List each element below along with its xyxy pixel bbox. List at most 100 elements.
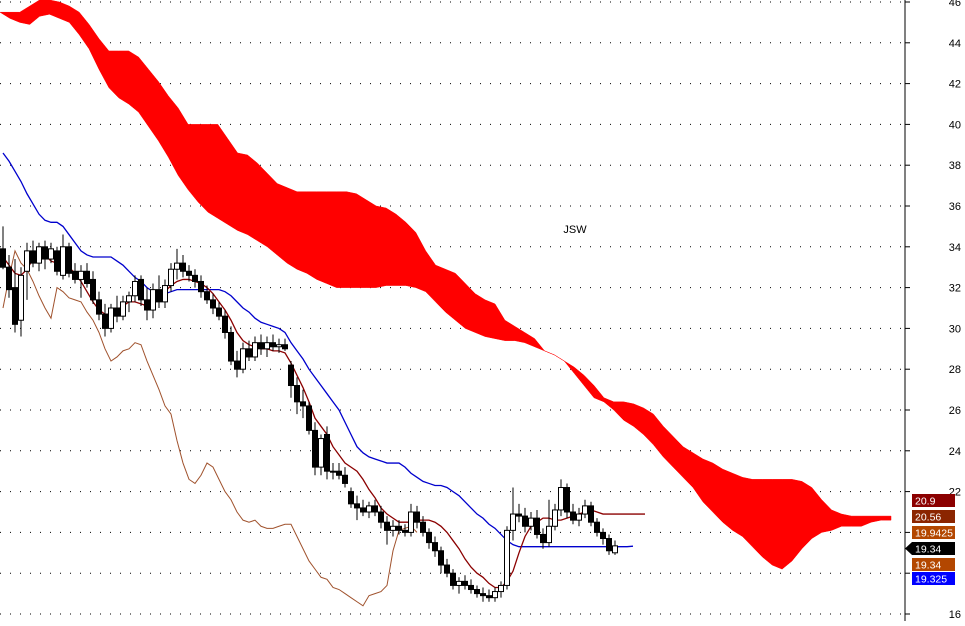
candle bbox=[42, 240, 48, 270]
candle-body bbox=[462, 580, 468, 586]
candle-body bbox=[312, 429, 318, 468]
candle-body bbox=[552, 509, 558, 527]
candle-body bbox=[144, 299, 150, 311]
candle-body bbox=[474, 589, 480, 595]
value-badges: 20.9 20.56 19.9425 19.34 19.34 19.325 bbox=[905, 494, 955, 586]
candle bbox=[60, 234, 66, 280]
candle bbox=[102, 303, 108, 337]
candle-body bbox=[276, 344, 282, 348]
value-badge-label: 19.325 bbox=[915, 574, 947, 586]
candle bbox=[168, 263, 174, 292]
candle-body bbox=[270, 342, 276, 348]
candle bbox=[462, 575, 468, 590]
candle bbox=[48, 242, 54, 264]
candle-body bbox=[48, 248, 54, 260]
candle-body bbox=[318, 438, 324, 468]
candle-body bbox=[126, 295, 132, 303]
chart-title: JSW bbox=[563, 224, 587, 236]
candle bbox=[216, 301, 222, 321]
candle-body bbox=[60, 246, 66, 276]
candle-body bbox=[42, 246, 48, 260]
y-tick-label: 32 bbox=[949, 283, 961, 295]
candle-body bbox=[108, 307, 114, 329]
candle-body bbox=[378, 511, 384, 523]
candle bbox=[558, 479, 564, 517]
candle bbox=[144, 287, 150, 321]
candle-body bbox=[342, 474, 348, 484]
chikou-span-line bbox=[2, 249, 418, 607]
candle bbox=[282, 338, 288, 351]
y-tick-label: 44 bbox=[949, 38, 961, 50]
candle-body bbox=[594, 521, 600, 533]
candle bbox=[96, 291, 102, 321]
candle-body bbox=[522, 515, 528, 527]
candle-body bbox=[564, 487, 570, 513]
candle bbox=[378, 505, 384, 529]
candle bbox=[222, 310, 228, 339]
candle bbox=[540, 528, 546, 549]
candle-body bbox=[252, 342, 258, 358]
candle-body bbox=[456, 580, 462, 586]
candle bbox=[546, 499, 552, 547]
candle-body bbox=[36, 246, 42, 264]
candle-body bbox=[606, 538, 612, 552]
candle-body bbox=[84, 270, 90, 285]
candle-body bbox=[120, 301, 126, 317]
candle-body bbox=[504, 529, 510, 586]
candle bbox=[90, 271, 96, 304]
candle-body bbox=[348, 491, 354, 505]
candle bbox=[588, 501, 594, 527]
candle-body bbox=[330, 470, 336, 473]
value-badge-box bbox=[912, 526, 955, 539]
candle-body bbox=[498, 584, 504, 593]
candle-body bbox=[246, 348, 252, 358]
candle bbox=[186, 265, 192, 282]
candle bbox=[174, 248, 180, 280]
kumo-cloud bbox=[0, 0, 892, 570]
candle bbox=[114, 295, 120, 323]
candle-body bbox=[192, 274, 198, 282]
candle-body bbox=[600, 531, 606, 540]
candle bbox=[30, 240, 36, 268]
candle bbox=[36, 242, 42, 272]
value-badge: 19.34 bbox=[912, 558, 955, 572]
candle bbox=[600, 528, 606, 545]
candle bbox=[372, 499, 378, 517]
candle bbox=[198, 275, 204, 298]
candle-body bbox=[222, 315, 228, 333]
candle-body bbox=[6, 266, 12, 291]
value-badge-box bbox=[912, 558, 955, 571]
candle bbox=[18, 267, 24, 337]
candle-body bbox=[102, 313, 108, 329]
candle-body bbox=[354, 503, 360, 509]
value-badge-label: 19.34 bbox=[915, 544, 941, 556]
candle bbox=[390, 520, 396, 537]
candle bbox=[108, 303, 114, 333]
candle-body bbox=[444, 564, 450, 574]
y-tick-label: 16 bbox=[949, 609, 961, 621]
candle bbox=[420, 516, 426, 537]
value-badge: 20.56 bbox=[912, 510, 955, 524]
candle bbox=[450, 569, 456, 590]
candle bbox=[132, 275, 138, 302]
candle bbox=[276, 338, 282, 353]
candle-body bbox=[372, 505, 378, 513]
candle bbox=[228, 326, 234, 366]
candle bbox=[270, 334, 276, 351]
candle bbox=[150, 283, 156, 319]
candle-body bbox=[450, 572, 456, 586]
candle bbox=[72, 263, 78, 284]
y-tick-label: 24 bbox=[949, 446, 961, 458]
candle bbox=[456, 577, 462, 594]
candle-body bbox=[570, 511, 576, 521]
candle bbox=[354, 495, 360, 521]
candle-body bbox=[384, 521, 390, 531]
candle-body bbox=[360, 507, 366, 513]
value-badge-label: 20.56 bbox=[915, 512, 941, 524]
candle-body bbox=[282, 344, 288, 350]
candle-body bbox=[306, 405, 312, 431]
candle-body bbox=[150, 289, 156, 311]
value-badge-box bbox=[912, 510, 955, 523]
candle bbox=[78, 265, 84, 298]
